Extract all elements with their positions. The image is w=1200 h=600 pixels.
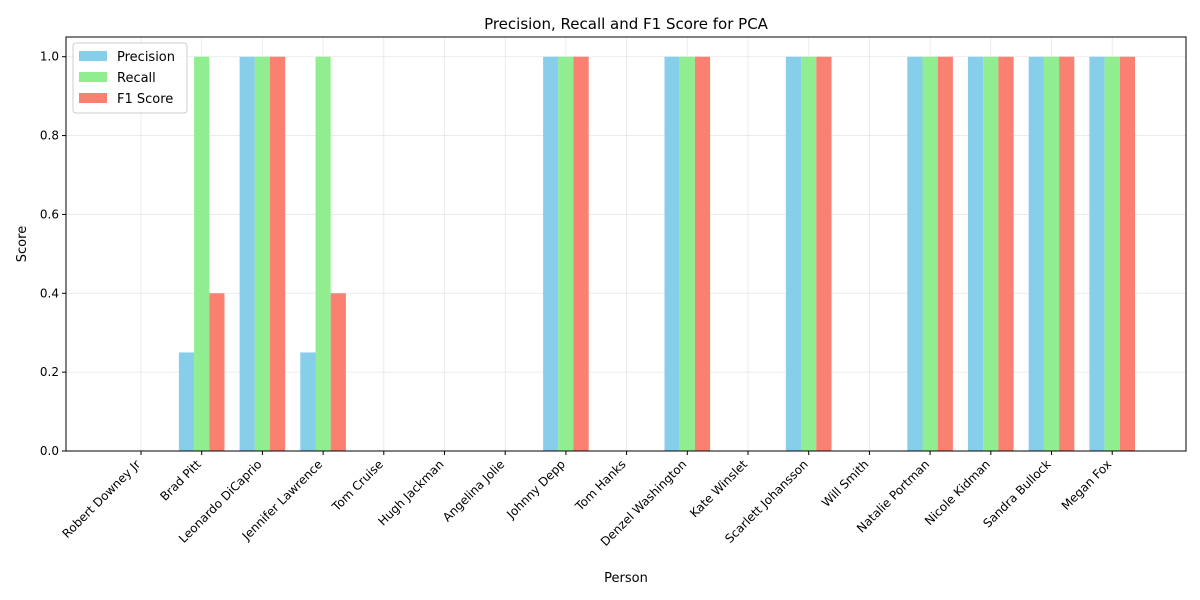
- bar-f1-score: [694, 56, 711, 451]
- y-axis-label: Score: [15, 226, 30, 262]
- x-tick-label: Johnny Depp: [503, 457, 568, 522]
- bar-recall: [679, 56, 695, 451]
- x-tick-label: Will Smith: [819, 457, 872, 510]
- y-tick-label: 1.0: [40, 50, 59, 64]
- bar-precision: [968, 56, 984, 451]
- y-tick-label: 0.2: [40, 365, 59, 379]
- x-tick-label: Brad Pitt: [157, 457, 204, 504]
- bar-recall: [1043, 56, 1060, 451]
- y-tick-label: 0.4: [40, 286, 59, 300]
- bar-precision: [1028, 56, 1044, 451]
- y-tick-label: 0.8: [40, 129, 59, 143]
- bar-f1-score: [816, 56, 832, 451]
- y-axis-ticks: 0.0 0.2 0.4 0.6 0.8 1.0: [40, 50, 66, 458]
- legend-label: Recall: [117, 71, 156, 86]
- bar-precision: [239, 56, 255, 451]
- bar-recall: [983, 56, 999, 451]
- bar-precision: [664, 56, 680, 451]
- plot-area-frame: [65, 36, 1187, 452]
- chart-title: Precision, Recall and F1 Score for PCA: [484, 15, 769, 33]
- x-tick-label: Tom Hanks: [572, 457, 629, 514]
- bar-precision: [785, 56, 802, 451]
- bar-f1-score: [998, 56, 1014, 451]
- legend: Precision Recall F1 Score: [72, 42, 188, 114]
- bar-recall: [315, 56, 331, 451]
- bar-recall: [194, 56, 210, 451]
- bar-f1-score: [270, 56, 286, 451]
- grid-lines: [66, 37, 1186, 452]
- legend-label: Precision: [117, 50, 175, 65]
- x-tick-label: Hugh Jackman: [375, 457, 446, 528]
- bar-f1-score: [573, 56, 589, 451]
- bar-precision: [300, 352, 316, 451]
- bar-recall: [1104, 56, 1120, 451]
- x-tick-label: Kate Winslet: [687, 457, 750, 520]
- bar-f1-score: [330, 293, 346, 451]
- legend-swatch: [79, 72, 107, 82]
- legend-label: F1 Score: [117, 92, 173, 107]
- bar-f1-score: [937, 56, 953, 451]
- bar-precision: [1089, 56, 1105, 451]
- bar-precision: [907, 56, 923, 451]
- bar-precision: [178, 352, 195, 451]
- bar-f1-score: [1119, 56, 1135, 451]
- bar-recall: [254, 56, 270, 451]
- x-tick-label: Robert Downey Jr: [59, 457, 143, 541]
- x-tick-label: Megan Fox: [1059, 457, 1115, 513]
- bar-recall: [922, 56, 938, 451]
- legend-swatch: [79, 93, 107, 103]
- bar-recall: [558, 56, 574, 451]
- y-tick-label: 0.6: [40, 207, 59, 221]
- bar-f1-score: [1059, 56, 1075, 451]
- bar-f1-score: [209, 293, 225, 451]
- x-tick-label: Angelina Jolie: [440, 457, 507, 524]
- legend-swatch: [79, 51, 107, 61]
- y-tick-label: 0.0: [40, 444, 59, 458]
- bar-recall: [801, 56, 817, 451]
- bar-precision: [543, 56, 559, 451]
- bars: [178, 56, 1135, 451]
- x-axis-label: Person: [604, 571, 648, 586]
- x-tick-label: Tom Cruise: [329, 457, 386, 514]
